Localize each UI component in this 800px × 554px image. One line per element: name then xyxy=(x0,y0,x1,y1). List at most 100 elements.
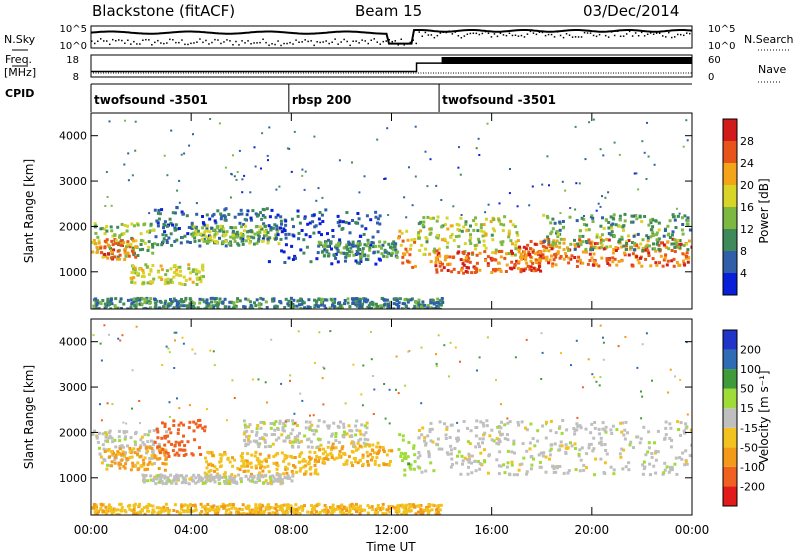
data-cell xyxy=(609,428,613,432)
data-cell xyxy=(265,207,269,211)
data-cell xyxy=(356,441,360,445)
data-cell xyxy=(152,462,156,465)
data-cell xyxy=(314,458,317,462)
sparse-cell xyxy=(575,339,578,342)
data-cell xyxy=(100,503,104,507)
noise-search-point xyxy=(241,40,243,42)
data-cell xyxy=(672,242,676,246)
data-cell xyxy=(248,462,251,466)
data-cell xyxy=(491,257,495,261)
sparse-cell xyxy=(478,154,481,156)
data-cell xyxy=(262,481,265,485)
noise-search-point xyxy=(460,37,463,39)
data-cell xyxy=(242,462,246,466)
data-cell xyxy=(272,422,276,426)
data-cell xyxy=(488,434,492,438)
data-cell xyxy=(336,424,340,428)
data-cell xyxy=(553,221,557,225)
data-cell xyxy=(482,223,486,227)
data-cell xyxy=(612,472,616,476)
noise-search-point xyxy=(610,31,613,33)
data-cell xyxy=(554,470,558,474)
data-cell xyxy=(373,459,377,463)
data-cell xyxy=(130,222,134,226)
data-cell xyxy=(205,239,209,243)
data-cell xyxy=(383,248,387,252)
data-cell xyxy=(369,218,373,222)
data-cell xyxy=(167,509,171,513)
data-cell xyxy=(122,232,126,236)
data-cell xyxy=(353,457,357,460)
data-cell xyxy=(275,479,279,483)
data-cell xyxy=(308,221,312,225)
data-cell xyxy=(401,459,404,463)
data-cell xyxy=(136,254,140,257)
data-cell xyxy=(368,302,372,305)
data-cell xyxy=(534,269,538,273)
data-cell xyxy=(162,451,166,454)
data-cell xyxy=(331,229,335,232)
data-cell xyxy=(476,229,480,233)
data-cell xyxy=(242,470,246,473)
data-cell xyxy=(434,261,438,264)
data-cell xyxy=(193,509,197,513)
data-cell xyxy=(405,259,409,263)
data-cell xyxy=(132,276,136,280)
data-cell xyxy=(482,243,486,247)
data-cell xyxy=(378,240,382,244)
data-cell xyxy=(105,225,109,228)
data-cell xyxy=(330,432,334,436)
data-cell xyxy=(248,423,252,427)
data-cell xyxy=(611,216,615,220)
data-cell xyxy=(351,302,355,305)
data-cell xyxy=(150,454,154,457)
data-cell xyxy=(605,259,609,263)
sparse-cell xyxy=(574,208,577,211)
data-cell xyxy=(280,433,284,437)
data-cell xyxy=(223,451,227,454)
noise-search-point xyxy=(634,32,637,34)
data-cell xyxy=(156,211,160,215)
data-cell xyxy=(577,255,581,259)
data-cell xyxy=(170,300,174,304)
data-cell xyxy=(630,220,633,224)
data-cell xyxy=(267,455,271,459)
data-cell xyxy=(392,240,396,244)
data-cell xyxy=(123,466,127,470)
data-cell xyxy=(164,434,168,438)
data-cell xyxy=(164,507,168,511)
data-cell xyxy=(541,424,545,428)
data-cell xyxy=(612,248,616,251)
data-cell xyxy=(96,301,100,305)
data-cell xyxy=(404,457,408,461)
data-cell xyxy=(643,215,647,218)
data-cell xyxy=(240,508,244,511)
y-tick-label: 3000 xyxy=(59,381,87,394)
data-cell xyxy=(235,235,238,239)
data-cell xyxy=(227,242,231,245)
data-cell xyxy=(123,454,127,458)
data-cell xyxy=(194,505,197,509)
sparse-cell xyxy=(230,172,233,175)
data-cell xyxy=(560,444,564,448)
data-cell xyxy=(642,425,646,429)
data-cell xyxy=(112,248,116,252)
data-cell xyxy=(620,237,624,241)
data-cell xyxy=(303,464,307,468)
noise-search-point xyxy=(361,39,363,41)
data-cell xyxy=(127,504,130,508)
data-cell xyxy=(254,433,258,437)
data-cell xyxy=(651,218,655,222)
data-cell xyxy=(366,438,370,442)
data-cell xyxy=(558,256,562,260)
data-cell xyxy=(647,254,651,257)
data-cell xyxy=(515,259,519,263)
data-cell xyxy=(545,420,548,424)
data-cell xyxy=(382,305,386,308)
data-cell xyxy=(178,281,182,285)
data-cell xyxy=(659,241,663,245)
data-cell xyxy=(257,462,261,466)
data-cell xyxy=(259,426,263,430)
data-cell xyxy=(169,232,173,236)
data-cell xyxy=(163,443,167,447)
